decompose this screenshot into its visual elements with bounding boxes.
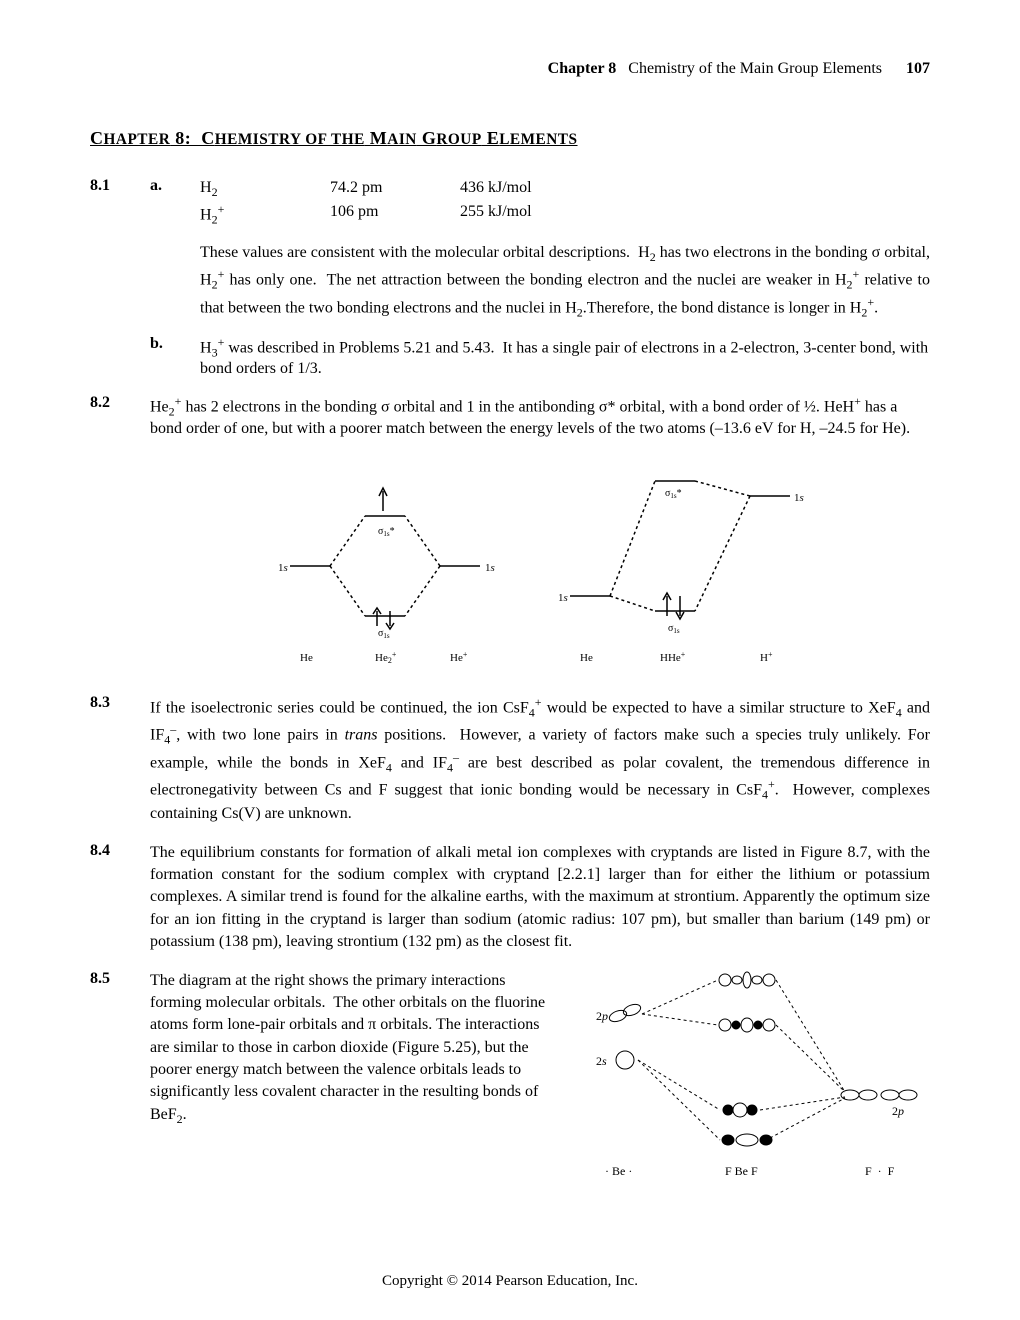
paragraph: The equilibrium constants for formation …: [150, 842, 930, 954]
page-number: 107: [906, 60, 930, 77]
problem-number: 8.5: [90, 970, 150, 1180]
problem-number: 8.1: [90, 177, 150, 378]
sub-label-b: b.: [150, 335, 200, 379]
svg-text:1s: 1s: [278, 562, 288, 574]
chapter-name: Chemistry of the Main Group Elements: [628, 60, 882, 77]
bond-length: 74.2 pm: [330, 177, 460, 201]
svg-text:H+: H+: [760, 650, 773, 664]
svg-text:1s: 1s: [485, 562, 495, 574]
problem-body: 2p 2s 2p · Be · F Be F F · F The diagram…: [150, 970, 930, 1180]
problem-8-2: 8.2 He2+ has 2 electrons in the bonding …: [90, 394, 930, 438]
chapter-title: CHAPTER 8: CHEMISTRY OF THE MAIN GROUP E…: [90, 128, 930, 149]
orbital-interaction-diagram: 2p 2s 2p · Be · F Be F F · F: [570, 970, 930, 1180]
copyright-footer: Copyright © 2014 Pearson Education, Inc.: [0, 1273, 1020, 1290]
mo-diagram-he2plus: 1s 1s σ1s* σ1s He He2+ He+: [270, 456, 500, 676]
svg-text:He: He: [580, 652, 593, 664]
bond-energy: 255 kJ/mol: [460, 201, 590, 228]
table-row: H2 74.2 pm 436 kJ/mol: [200, 177, 590, 201]
sub-problem-b: b. H3+ was described in Problems 5.21 an…: [200, 335, 930, 379]
svg-text:He2+: He2+: [375, 650, 397, 665]
mo-diagram-hheplus: 1s 1s σ1s* σ1s He HHe+ H+: [550, 456, 810, 676]
svg-text:2s: 2s: [596, 1054, 607, 1068]
problem-8-5: 8.5: [90, 970, 930, 1180]
svg-text:σ1s*: σ1s*: [665, 488, 682, 500]
paragraph: H3+ was described in Problems 5.21 and 5…: [200, 335, 930, 379]
problem-8-1: 8.1 a. H2 74.2 pm 436 kJ/mol H2+ 106 pm …: [90, 177, 930, 378]
bond-length: 106 pm: [330, 201, 460, 228]
table-row: H2+ 106 pm 255 kJ/mol: [200, 201, 590, 228]
svg-text:2p: 2p: [596, 1009, 608, 1023]
paragraph: These values are consistent with the mol…: [200, 242, 930, 321]
svg-text:2p: 2p: [892, 1104, 904, 1118]
svg-text:He: He: [300, 652, 313, 664]
problem-8-4: 8.4 The equilibrium constants for format…: [90, 842, 930, 954]
svg-text:F · F: F · F: [865, 1164, 895, 1178]
problem-number: 8.2: [90, 394, 150, 438]
svg-text:σ1s: σ1s: [378, 628, 390, 640]
chapter-label: Chapter 8: [548, 60, 617, 77]
svg-text:1s: 1s: [558, 592, 568, 604]
problem-body: He2+ has 2 electrons in the bonding σ or…: [150, 394, 930, 438]
molecule: H2+: [200, 201, 330, 228]
svg-text:· Be ·: · Be ·: [605, 1164, 632, 1178]
problem-number: 8.4: [90, 842, 150, 954]
problem-number: 8.3: [90, 694, 150, 826]
svg-text:HHe+: HHe+: [660, 650, 686, 664]
page-header: Chapter 8 Chemistry of the Main Group El…: [90, 60, 930, 78]
bond-energy: 436 kJ/mol: [460, 177, 590, 201]
svg-text:σ1s*: σ1s*: [378, 526, 395, 538]
problem-body: H2 74.2 pm 436 kJ/mol H2+ 106 pm 255 kJ/…: [200, 177, 930, 378]
mo-diagram-container: 1s 1s σ1s* σ1s He He2+ He+: [150, 456, 930, 676]
svg-text:1s: 1s: [794, 492, 804, 504]
problem-8-3: 8.3 If the isoelectronic series could be…: [90, 694, 930, 826]
paragraph: If the isoelectronic series could be con…: [150, 694, 930, 826]
data-table: H2 74.2 pm 436 kJ/mol H2+ 106 pm 255 kJ/…: [200, 177, 590, 228]
svg-text:He+: He+: [450, 650, 468, 664]
svg-text:σ1s: σ1s: [668, 623, 680, 635]
molecule: H2: [200, 177, 330, 201]
svg-text:F Be F: F Be F: [725, 1164, 758, 1178]
